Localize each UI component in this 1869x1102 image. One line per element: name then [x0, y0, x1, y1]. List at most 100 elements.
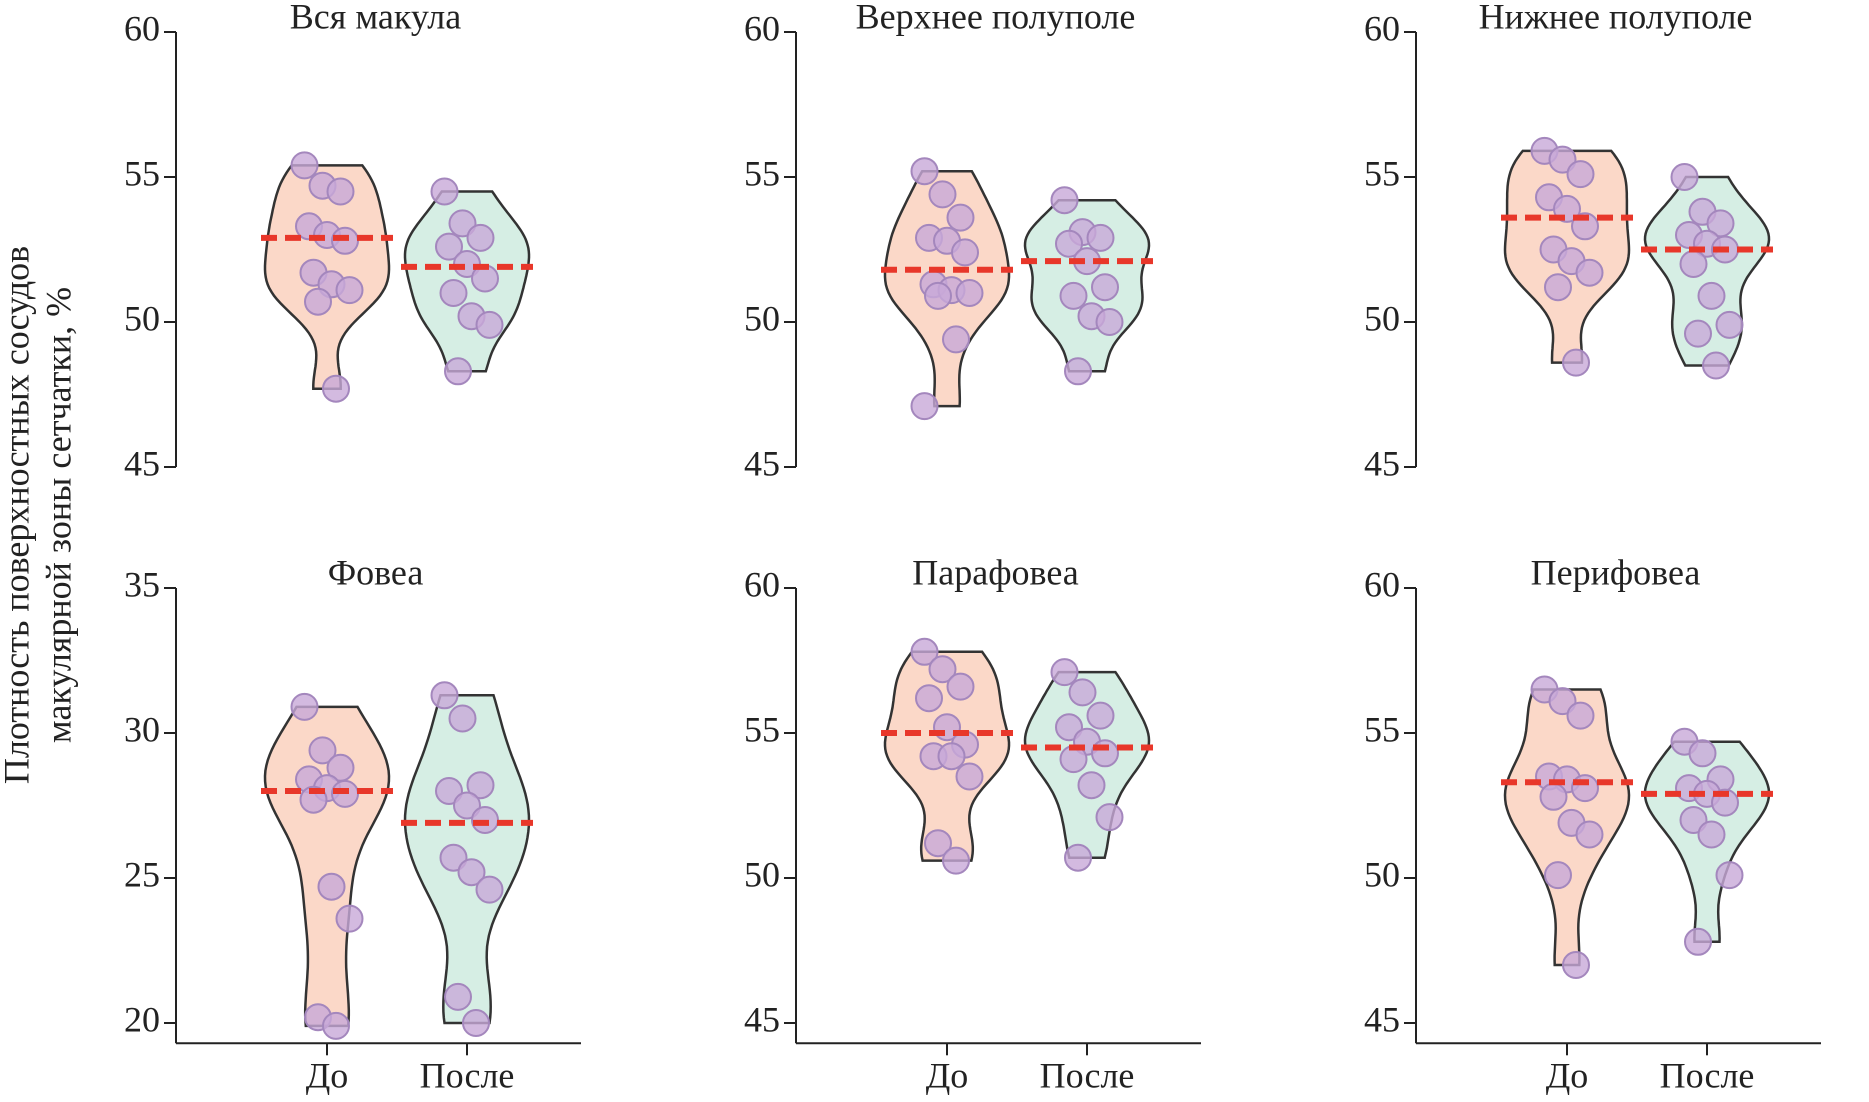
- data-point: [462, 1009, 490, 1037]
- data-point: [1566, 701, 1595, 730]
- data-point: [937, 742, 966, 771]
- data-point: [1715, 310, 1744, 339]
- data-point: [1064, 357, 1092, 386]
- data-point: [910, 637, 939, 666]
- x-tick-label: До: [926, 1056, 969, 1096]
- y-tick-label: 60: [744, 564, 780, 604]
- data-point: [1688, 739, 1717, 768]
- data-point: [430, 681, 459, 710]
- data-point: [1697, 820, 1726, 849]
- data-point: [290, 692, 319, 721]
- y-tick-label: 50: [744, 298, 780, 338]
- data-point: [322, 374, 350, 403]
- data-point: [915, 684, 943, 713]
- y-tick-label: 55: [744, 709, 780, 749]
- data-point: [457, 858, 486, 887]
- data-point: [910, 392, 939, 421]
- data-point: [1086, 223, 1115, 252]
- data-point: [317, 872, 346, 901]
- data-point: [942, 325, 970, 354]
- data-point: [435, 232, 463, 261]
- y-tick-label: 50: [124, 298, 160, 338]
- y-tick-label: 45: [744, 999, 780, 1039]
- data-point: [1566, 160, 1595, 189]
- data-point: [1702, 351, 1730, 380]
- data-point: [955, 279, 984, 307]
- data-point: [1679, 806, 1708, 834]
- data-point: [308, 736, 337, 765]
- data-point: [924, 829, 952, 858]
- y-tick-label: 20: [124, 999, 160, 1039]
- y-tick-label: 55: [744, 153, 780, 193]
- data-point: [326, 177, 355, 206]
- y-tick-label: 45: [124, 443, 160, 483]
- panel-title: Перифовеа: [1531, 552, 1701, 592]
- data-point: [439, 843, 468, 872]
- data-point: [448, 704, 477, 733]
- data-point: [1697, 281, 1726, 310]
- x-tick-label: После: [420, 1056, 515, 1096]
- x-tick-label: До: [1546, 1056, 1589, 1096]
- panel-title: Верхнее полуполе: [856, 0, 1136, 36]
- data-point: [1715, 861, 1744, 890]
- y-tick-label: 55: [1364, 709, 1400, 749]
- y-axis-label: Плотность поверхностных сосудов: [0, 246, 36, 784]
- y-axis-label: макулярной зоны сетчатки, %: [38, 287, 78, 743]
- panel-title: Парафовеа: [912, 552, 1078, 592]
- y-tick-label: 45: [1364, 999, 1400, 1039]
- y-tick-label: 45: [1364, 443, 1400, 483]
- data-point: [942, 846, 970, 875]
- y-tick-label: 55: [1364, 153, 1400, 193]
- data-point: [453, 791, 481, 820]
- data-point: [1050, 658, 1079, 687]
- y-tick-label: 50: [1364, 854, 1400, 894]
- panel-title: Вся макула: [290, 0, 461, 36]
- y-tick-label: 50: [1364, 298, 1400, 338]
- x-tick-label: После: [1040, 1056, 1135, 1096]
- data-point: [322, 1011, 350, 1040]
- data-point: [1562, 951, 1590, 979]
- data-point: [475, 875, 504, 904]
- data-point: [1548, 687, 1577, 716]
- data-point: [1095, 803, 1124, 832]
- x-tick-label: До: [306, 1056, 349, 1096]
- data-point: [466, 223, 495, 252]
- data-point: [1684, 927, 1712, 956]
- data-point: [1544, 861, 1572, 890]
- data-point: [1684, 319, 1712, 348]
- data-point: [910, 157, 939, 186]
- y-tick-label: 30: [124, 709, 160, 749]
- data-point: [928, 655, 957, 684]
- data-point: [444, 357, 472, 386]
- data-point: [448, 209, 477, 238]
- data-point: [946, 203, 975, 232]
- y-tick-label: 60: [744, 8, 780, 48]
- data-point: [335, 276, 364, 305]
- data-point: [1562, 348, 1590, 377]
- data-point: [951, 238, 979, 267]
- data-point: [335, 904, 364, 933]
- y-tick-label: 60: [1364, 8, 1400, 48]
- data-point: [444, 982, 472, 1011]
- y-tick-label: 60: [124, 8, 160, 48]
- data-point: [1571, 774, 1599, 803]
- data-point: [1548, 145, 1577, 174]
- y-tick-label: 50: [744, 854, 780, 894]
- y-tick-label: 55: [124, 153, 160, 193]
- data-point: [1068, 678, 1097, 707]
- data-point: [1091, 739, 1119, 768]
- data-point: [475, 310, 504, 339]
- data-point: [1679, 250, 1708, 278]
- x-tick-label: После: [1660, 1056, 1755, 1096]
- data-point: [928, 180, 957, 209]
- data-point: [1575, 820, 1604, 849]
- data-point: [1544, 273, 1572, 302]
- data-point: [946, 672, 975, 701]
- y-tick-label: 25: [124, 854, 160, 894]
- data-point: [1670, 163, 1699, 191]
- data-point: [1064, 843, 1092, 872]
- data-point: [435, 777, 463, 805]
- data-point: [1539, 782, 1568, 811]
- data-point: [466, 771, 495, 800]
